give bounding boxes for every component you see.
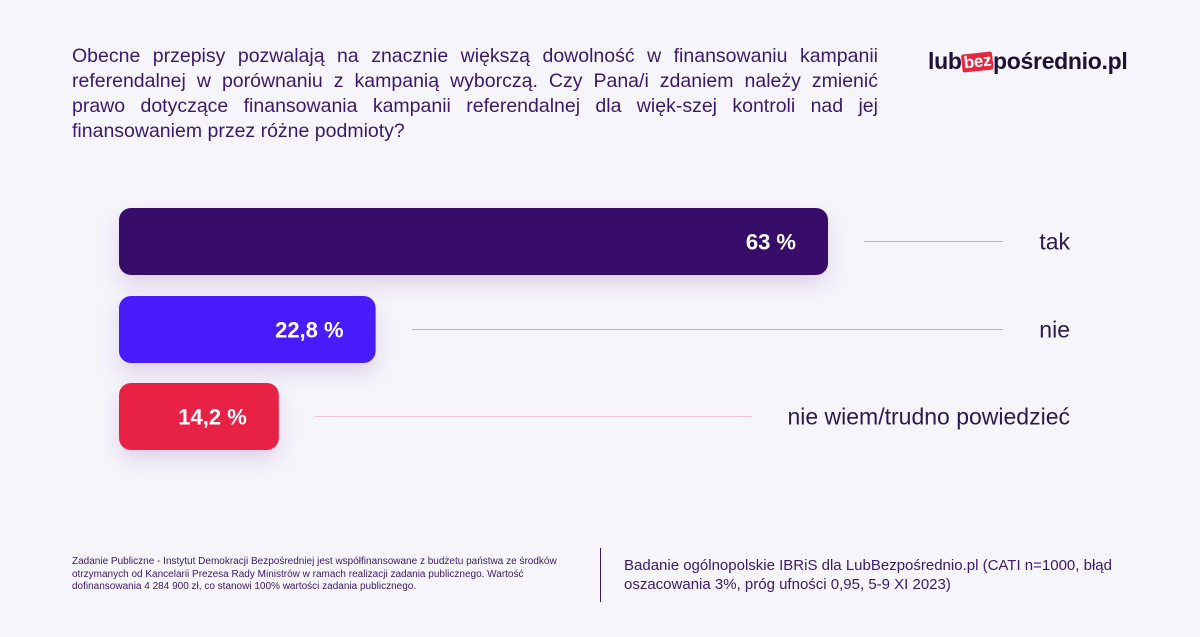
brand-logo: lubbezpośrednio.pl	[928, 48, 1128, 75]
funding-note: Zadanie Publiczne - Instytut Demokracji …	[72, 556, 557, 592]
bar-value-label-0: 63 %	[746, 230, 796, 255]
survey-methodology-note: Badanie ogólnopolskie IBRiS dla LubBezpo…	[624, 557, 1112, 593]
logo-prefix: lub	[928, 48, 962, 74]
logo-suffix: pośrednio.pl	[993, 48, 1128, 74]
survey-question: Obecne przepisy pozwalają na znacznie wi…	[72, 45, 878, 142]
bar-value-label-2: 14,2 %	[178, 405, 247, 430]
bar-value-label-1: 22,8 %	[275, 318, 344, 343]
category-label-1: nie	[1039, 317, 1070, 343]
bar-1	[119, 296, 376, 363]
category-label-2: nie wiem/trudno powiedzieć	[787, 404, 1070, 430]
bar-2	[119, 383, 279, 450]
bar-0	[119, 208, 828, 275]
category-label-0: tak	[1039, 229, 1070, 255]
footer-divider	[600, 548, 601, 602]
